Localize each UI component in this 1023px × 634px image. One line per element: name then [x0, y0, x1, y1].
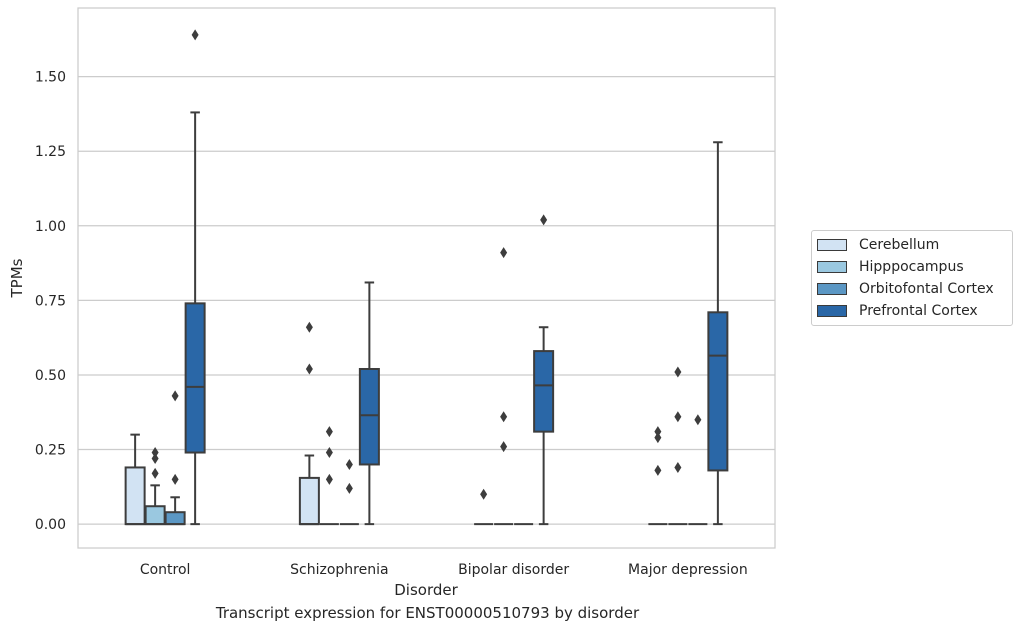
outlier-point [305, 363, 313, 375]
outlier-point [500, 441, 508, 453]
outlier-point [674, 461, 682, 473]
x-tick-labels: Control Schizophrenia Bipolar disorder Majo… [140, 562, 748, 578]
legend: Cerebellum Hipppocampus Orbitofontal Cor… [811, 230, 1013, 326]
box-group [124, 433, 146, 526]
legend-swatch-cerebellum [817, 239, 847, 251]
box [707, 311, 729, 472]
outlier-point [500, 411, 508, 423]
box [298, 476, 320, 526]
x-axis-label: Disorder [394, 581, 458, 599]
outlier-point [654, 464, 662, 476]
outlier-point [171, 390, 179, 402]
outlier-point [345, 458, 353, 470]
y-tick-label: 0.75 [35, 293, 66, 309]
box [124, 466, 146, 526]
box-group [688, 414, 708, 526]
legend-item-orbitofrontal: Orbitofontal Cortex [817, 279, 994, 299]
outlier-point [151, 467, 159, 479]
box [184, 302, 206, 454]
legend-label-cerebellum: Cerebellum [859, 237, 940, 253]
outlier-point [694, 414, 702, 426]
plot-area-frame [77, 7, 776, 549]
outlier-point [654, 432, 662, 444]
outlier-point [171, 473, 179, 485]
box-group [668, 366, 688, 526]
box [164, 511, 186, 526]
box [144, 505, 166, 526]
legend-swatch-hippocampus [817, 261, 847, 273]
box-groups [124, 29, 729, 526]
box-group [648, 426, 668, 526]
y-axis-label: TPMs [8, 258, 26, 298]
box-group [144, 447, 166, 526]
outlier-point [540, 214, 548, 226]
box-group [298, 321, 320, 526]
x-tick-label: Control [140, 562, 191, 578]
outlier-point [191, 29, 199, 41]
box-group [533, 214, 555, 526]
box-group [707, 141, 729, 526]
box-group [339, 458, 359, 526]
legend-label-prefrontal: Prefrontal Cortex [859, 303, 978, 319]
outlier-point [654, 426, 662, 438]
box-group [319, 426, 339, 526]
box-group [184, 29, 206, 526]
x-tick-label: Bipolar disorder [458, 562, 569, 578]
outlier-point [480, 488, 488, 500]
outlier-point [325, 426, 333, 438]
outlier-point [500, 247, 508, 259]
outlier-point [305, 321, 313, 333]
chart-caption: Transcript expression for ENST0000051079… [215, 604, 640, 622]
legend-item-cerebellum: Cerebellum [817, 235, 939, 255]
legend-swatch-prefrontal [817, 305, 847, 317]
legend-item-prefrontal: Prefrontal Cortex [817, 301, 978, 321]
x-tick-label: Schizophrenia [290, 562, 388, 578]
legend-item-hippocampus: Hipppocampus [817, 257, 964, 277]
box-group [164, 390, 186, 526]
legend-label-hippocampus: Hipppocampus [859, 259, 964, 275]
y-tick-label: 1.50 [35, 70, 66, 86]
y-tick-label: 0.50 [35, 368, 66, 384]
outlier-point [674, 366, 682, 378]
box [358, 367, 380, 466]
gridlines [78, 75, 775, 525]
box [533, 350, 555, 433]
legend-swatch-orbitofrontal [817, 283, 847, 295]
box-group [494, 247, 514, 526]
box-group [474, 488, 494, 526]
y-tick-label: 1.25 [35, 144, 66, 160]
x-tick-label: Major depression [628, 562, 748, 578]
outlier-point [151, 452, 159, 464]
box-group [358, 281, 380, 526]
y-tick-label: 0.25 [35, 443, 66, 459]
y-tick-label: 0.00 [35, 517, 66, 533]
outlier-point [345, 482, 353, 494]
y-tick-labels: 0.00 0.25 0.50 0.75 1.00 1.25 1.50 [35, 70, 66, 534]
outlier-point [325, 447, 333, 459]
y-tick-label: 1.00 [35, 219, 66, 235]
outlier-point [674, 411, 682, 423]
outlier-point [325, 473, 333, 485]
legend-label-orbitofrontal: Orbitofontal Cortex [859, 281, 994, 297]
outlier-point [151, 447, 159, 459]
